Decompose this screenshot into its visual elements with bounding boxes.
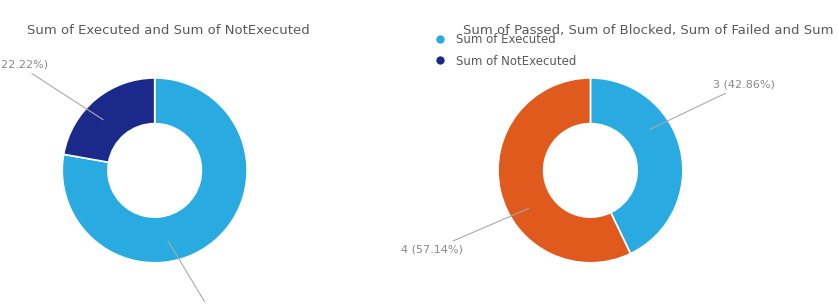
Text: Sum of Passed, Sum of Blocked, Sum of Failed and Sum of NotApplicable: Sum of Passed, Sum of Blocked, Sum of Fa… <box>463 24 838 37</box>
Text: 3 (42.86%): 3 (42.86%) <box>650 79 775 129</box>
Wedge shape <box>62 78 247 263</box>
Text: 2 (22.22%): 2 (22.22%) <box>0 59 103 120</box>
Wedge shape <box>64 78 155 162</box>
Text: 4 (57.14%): 4 (57.14%) <box>401 208 529 255</box>
Wedge shape <box>591 78 683 254</box>
Wedge shape <box>498 78 630 263</box>
Legend: Sum of Executed, Sum of NotExecuted: Sum of Executed, Sum of NotExecuted <box>428 33 577 68</box>
Text: Sum of Executed and Sum of NotExecuted: Sum of Executed and Sum of NotExecuted <box>27 24 310 37</box>
Text: 7 (77.78%): 7 (77.78%) <box>168 241 241 307</box>
